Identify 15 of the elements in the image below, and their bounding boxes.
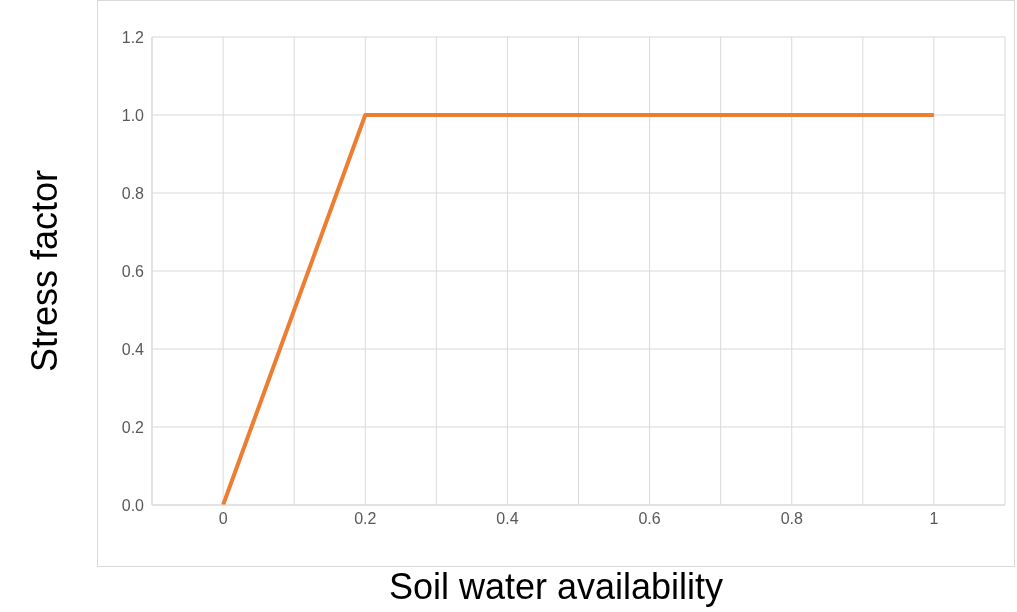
y-tick-label: 0.6 (121, 262, 145, 280)
y-tick-label: 0.4 (121, 340, 145, 358)
x-tick-label: 0.2 (354, 510, 377, 528)
y-tick-label: 0.8 (121, 184, 145, 202)
y-tick-label: 0.2 (121, 418, 145, 436)
y-tick-label: 1.0 (121, 106, 145, 124)
x-axis-title: Soil water availability (387, 566, 725, 608)
y-axis-title: Stress factor (24, 169, 66, 373)
y-tick-label: 0.0 (121, 496, 145, 514)
x-tick-label: 0.8 (780, 510, 803, 528)
x-tick-label: 1 (929, 510, 939, 528)
y-tick-label: 1.2 (121, 28, 145, 46)
x-tick-label: 0.4 (496, 510, 519, 528)
x-tick-label: 0.6 (638, 510, 661, 528)
x-tick-label: 0 (218, 510, 228, 528)
